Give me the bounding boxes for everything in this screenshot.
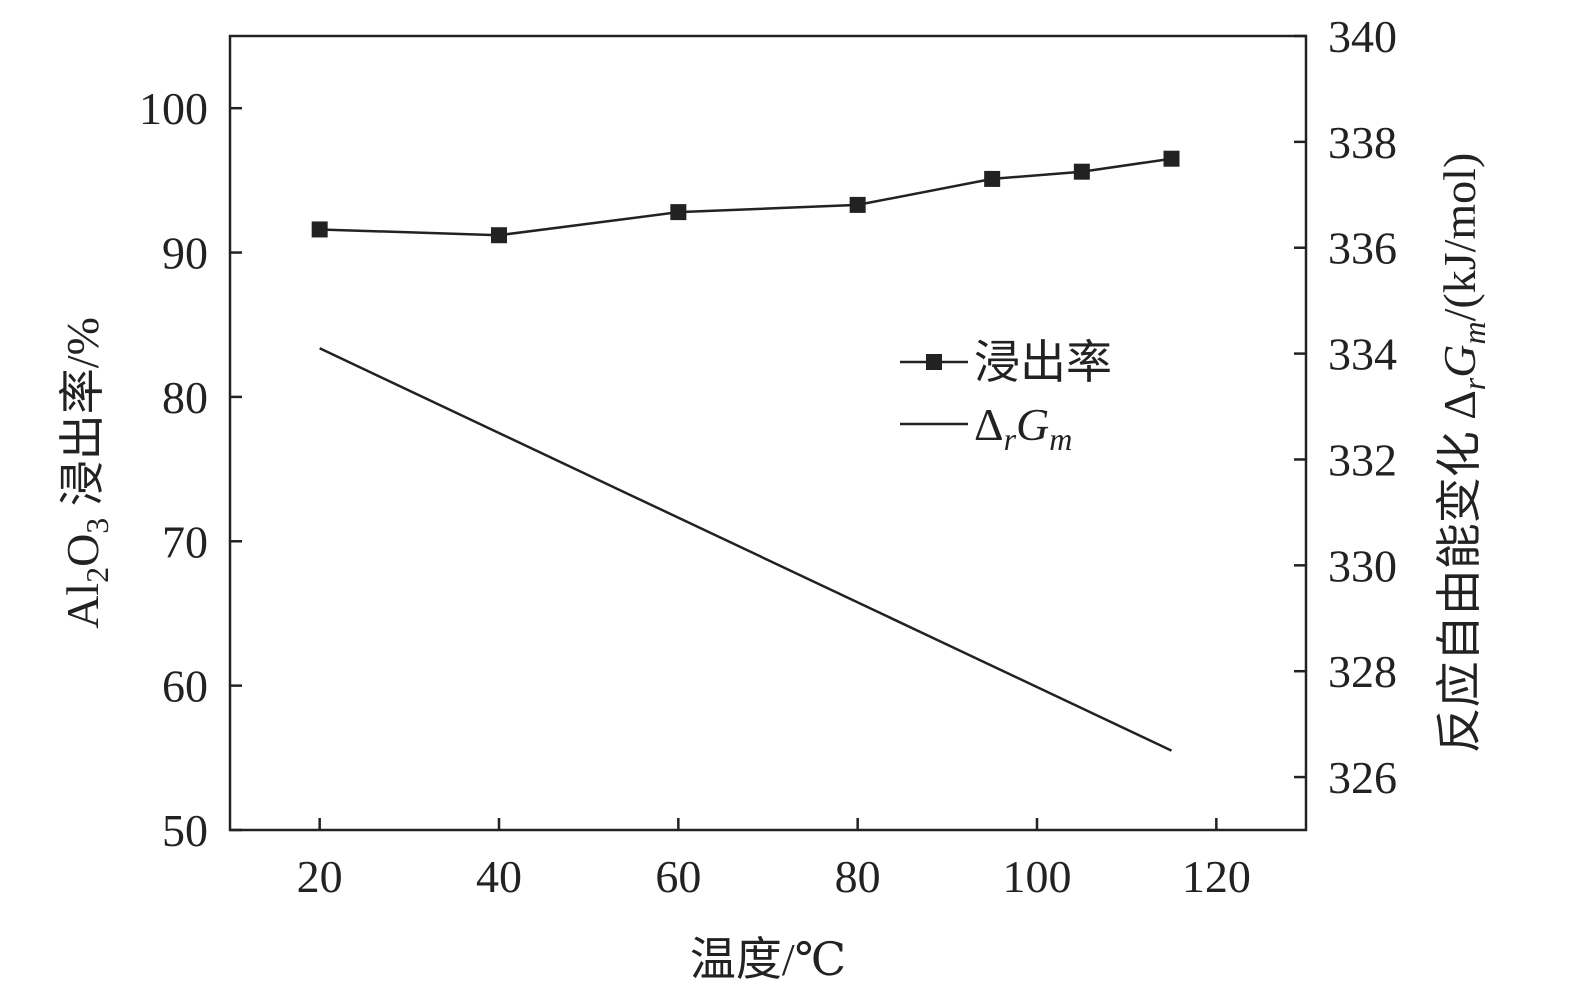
x-tick-label: 20 [297,851,343,902]
y2-tick-label: 332 [1328,434,1397,485]
axis-labels: 温度/℃ Al2O3 浸出率/% 反应自由能变化 ΔrGm/(kJ/mol) [57,153,1492,985]
plot-border [228,34,1308,832]
y2-tick-label: 334 [1328,329,1397,380]
x-tick-label: 80 [835,851,881,902]
y-axis-right-ticks: 326 328 330 332 334 336 338 340 [1294,11,1397,803]
x-tick-label: 100 [1003,851,1072,902]
y2-tick-label: 328 [1328,646,1397,697]
leach-rate-point [849,196,866,213]
leach-rate-point [311,221,328,238]
y2-tick-label: 336 [1328,223,1397,274]
x-tick-label: 60 [655,851,701,902]
y2-tick-label: 330 [1328,540,1397,591]
leach-rate-point [1073,163,1090,180]
y2-axis-label: 反应自由能变化 ΔrGm/(kJ/mol) [1434,153,1492,754]
leach-rate-point [984,170,1001,187]
y-tick-label: 100 [139,83,208,134]
y2-tick-label: 340 [1328,11,1397,62]
y-tick-label: 50 [162,805,208,856]
y2-tick-label: 338 [1328,117,1397,168]
x-axis-label: 温度/℃ [690,934,846,985]
legend-marker-leach-rate [926,354,942,370]
y-axis-left-ticks: 50 60 70 80 90 100 [139,83,242,856]
y-tick-label: 60 [162,661,208,712]
x-tick-label: 40 [476,851,522,902]
y-tick-label: 80 [162,372,208,423]
y-axis-label: Al2O3 浸出率/% [57,317,115,629]
y-tick-label: 90 [162,228,208,279]
legend-label-gibbs-energy: ΔrGm [974,399,1072,457]
leach-rate-point [670,204,687,221]
series-layer [311,150,1180,752]
leach-rate-point [491,227,507,244]
leach-rate-line [319,157,1172,237]
y-tick-label: 70 [162,516,208,567]
legend-label-leach-rate: 浸出率 [974,337,1112,388]
x-axis-ticks: 20 40 60 80 100 120 [297,818,1251,902]
legend: 浸出率 ΔrGm [900,337,1112,457]
leach-rate-point [1163,150,1180,167]
y2-tick-label: 326 [1328,752,1397,803]
x-tick-label: 120 [1182,851,1251,902]
gibbs-energy-line [319,347,1173,752]
plot-frame [228,34,1308,832]
